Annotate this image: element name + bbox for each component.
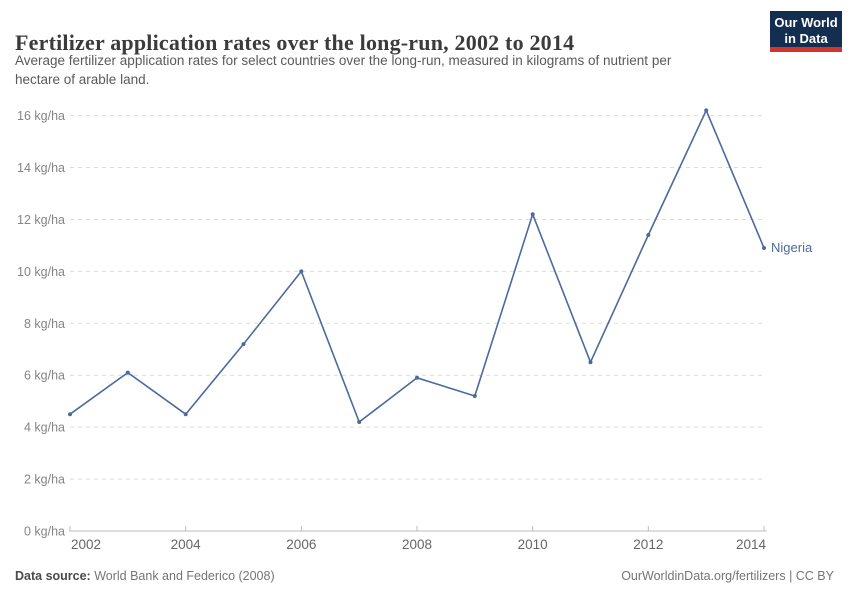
y-axis-tick-label: 6 kg/ha xyxy=(24,369,65,383)
data-point-2009[interactable] xyxy=(472,394,477,398)
x-axis-tick-label: 2004 xyxy=(171,537,202,552)
y-axis-tick-label: 10 kg/ha xyxy=(17,265,65,279)
series-label-nigeria[interactable]: Nigeria xyxy=(771,240,813,255)
data-source-value: World Bank and Federico (2008) xyxy=(90,569,275,583)
data-point-2004[interactable] xyxy=(183,412,188,417)
x-axis-tick-label: 2014 xyxy=(736,537,767,552)
x-axis-tick-label: 2002 xyxy=(71,537,101,552)
x-axis-tick-label: 2006 xyxy=(286,537,316,552)
data-point-2008[interactable] xyxy=(415,375,419,380)
y-axis-tick-label: 0 kg/ha xyxy=(24,525,65,539)
y-axis-tick-label: 12 kg/ha xyxy=(17,213,65,227)
owid-logo-text-line2: in Data xyxy=(784,30,828,46)
data-point-2012[interactable] xyxy=(646,233,651,237)
x-axis-tick-label: 2012 xyxy=(633,537,663,552)
credit-link[interactable]: OurWorldinData.org/fertilizers | CC BY xyxy=(621,569,834,583)
data-point-2007[interactable] xyxy=(357,420,362,424)
y-axis-tick-label: 4 kg/ha xyxy=(24,421,65,435)
owid-logo[interactable]: Our World in Data xyxy=(770,11,842,52)
y-axis-tick-label: 14 kg/ha xyxy=(17,161,65,175)
y-axis-tick-label: 2 kg/ha xyxy=(24,473,65,487)
chart-subtitle: Average fertilizer application rates for… xyxy=(15,52,775,90)
data-point-2005[interactable] xyxy=(241,342,246,347)
x-axis-tick-label: 2008 xyxy=(402,537,432,552)
y-axis-tick-label: 8 kg/ha xyxy=(24,317,65,331)
data-point-2011[interactable] xyxy=(588,360,593,365)
x-axis-tick-label: 2010 xyxy=(518,537,548,552)
page-title: Fertilizer application rates over the lo… xyxy=(15,29,575,55)
data-point-2006[interactable] xyxy=(299,269,304,274)
data-point-2014[interactable] xyxy=(762,246,766,250)
data-source-label: Data source: xyxy=(15,569,91,583)
owid-logo-stripe xyxy=(770,47,842,52)
chart-subtitle-line1: Average fertilizer application rates for… xyxy=(15,53,672,68)
data-point-2003[interactable] xyxy=(125,370,130,375)
owid-logo-text-line1: Our World xyxy=(774,15,838,30)
chart-subtitle-line2: hectare of arable land. xyxy=(15,71,150,87)
data-point-2013[interactable] xyxy=(704,108,709,113)
data-point-2002[interactable] xyxy=(68,412,72,417)
data-point-2010[interactable] xyxy=(530,212,535,217)
data-source-note: Data source: World Bank and Federico (20… xyxy=(15,569,275,583)
y-axis-tick-label: 16 kg/ha xyxy=(17,109,65,123)
